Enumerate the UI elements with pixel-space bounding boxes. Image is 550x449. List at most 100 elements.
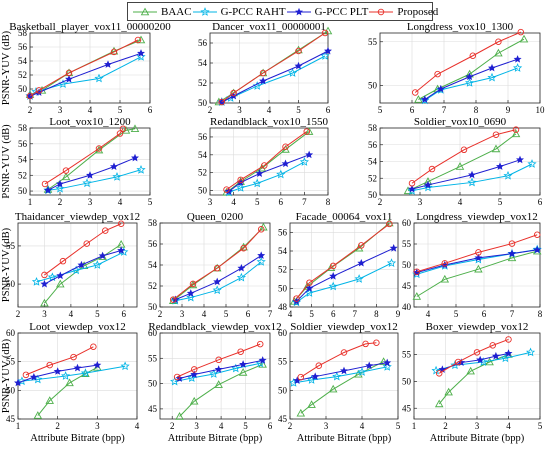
- series-line: [175, 261, 262, 302]
- series-line: [300, 342, 377, 378]
- series-proposed: [41, 125, 127, 188]
- x-tick-label: 2: [170, 421, 175, 431]
- data-point: [236, 183, 246, 192]
- data-point: [412, 292, 422, 300]
- data-point: [173, 373, 181, 381]
- x-tick-label: 6: [482, 309, 487, 319]
- data-point: [213, 277, 222, 286]
- x-axis-label: Attribute Bitrate (bpp): [30, 433, 125, 444]
- series-line: [36, 251, 125, 283]
- data-point: [189, 396, 199, 405]
- data-point: [465, 72, 474, 81]
- data-point: [86, 171, 94, 179]
- data-point: [186, 289, 195, 297]
- series-g-pcc-plt: [412, 245, 542, 276]
- data-point: [258, 356, 267, 364]
- data-point: [423, 182, 433, 192]
- series-baac: [40, 239, 126, 307]
- data-point: [231, 363, 241, 373]
- data-point: [299, 157, 309, 166]
- data-point: [492, 131, 500, 138]
- data-point: [110, 162, 118, 171]
- data-point: [131, 153, 139, 162]
- data-point: [469, 52, 477, 60]
- data-point: [476, 355, 485, 364]
- x-tick-label: 6: [148, 105, 153, 115]
- x-tick-label: 2: [58, 197, 63, 207]
- data-point: [239, 360, 248, 368]
- data-point: [434, 70, 441, 78]
- series-line: [411, 129, 517, 184]
- series-line: [179, 363, 263, 417]
- y-tick-label: 52: [18, 170, 27, 180]
- data-point: [45, 396, 54, 404]
- data-point: [320, 51, 330, 60]
- legend-swatch: [192, 6, 217, 16]
- data-point: [281, 159, 290, 168]
- data-point: [500, 353, 510, 363]
- data-point: [305, 150, 314, 159]
- x-tick-label: 5: [538, 421, 543, 431]
- x-tick-label: 5: [243, 421, 248, 431]
- data-point: [257, 226, 265, 233]
- series-baac: [414, 34, 529, 103]
- data-point: [252, 178, 262, 188]
- data-point: [303, 128, 311, 135]
- panel-thaidancer-viewdep-vox12: 2 3 4 5 6 50 55 Thaidancer_viewdep_vox12PSNR-YU…: [1, 211, 140, 319]
- x-tick-label: 3: [324, 421, 329, 431]
- data-point: [53, 367, 62, 375]
- legend-marker: [199, 6, 210, 16]
- series-g-pcc-raht: [291, 258, 397, 307]
- legend-swatch: [369, 8, 394, 15]
- y-tick-label: 58: [18, 28, 28, 38]
- x-tick-label: 4: [135, 421, 140, 431]
- x-axis-label: Attribute Bitrate (bpp): [168, 433, 263, 444]
- y-tick-label: 60: [6, 328, 16, 338]
- series-line: [221, 50, 329, 103]
- data-point: [257, 251, 266, 259]
- y-axis-label: PSNR-YUV (dB): [1, 124, 12, 199]
- data-point: [256, 340, 264, 348]
- panel-title: Longdress_viewdep_vox12: [416, 211, 538, 223]
- data-point: [98, 251, 107, 260]
- y-tick-label: 45: [148, 404, 158, 414]
- x-tick-label: 5: [396, 421, 401, 431]
- data-point: [26, 92, 34, 100]
- data-point: [186, 292, 196, 302]
- data-point: [383, 358, 392, 367]
- series-line: [424, 67, 518, 101]
- panel-longdress-vox10-1300: 5 6 7 8 9 10 50 55 Longdress_vox10_1300: [368, 21, 545, 115]
- data-point: [389, 244, 398, 252]
- y-tick-label: 52: [278, 265, 287, 275]
- legend-label: Proposed: [397, 5, 439, 18]
- data-point: [489, 342, 497, 349]
- data-point: [258, 359, 267, 368]
- data-point: [240, 244, 247, 252]
- x-tick-label: 2: [158, 309, 163, 319]
- data-point: [236, 272, 246, 282]
- data-point: [252, 81, 262, 90]
- data-point: [170, 376, 180, 386]
- series-g-pcc-plt: [292, 244, 398, 305]
- x-tick-label: 2: [208, 105, 213, 115]
- data-point: [304, 127, 314, 135]
- panel-title: Thaidancer_viewdep_vox12: [15, 211, 140, 223]
- x-tick-label: 3: [180, 309, 185, 319]
- data-point: [328, 281, 338, 291]
- data-point: [436, 84, 445, 93]
- data-point: [420, 95, 429, 103]
- data-point: [407, 185, 417, 195]
- legend-label: BAAC: [161, 5, 192, 18]
- series-line: [293, 366, 388, 384]
- series-line: [44, 243, 122, 304]
- data-point: [491, 144, 501, 153]
- legend-entry-baac: BAAC: [132, 6, 192, 18]
- x-tick-label: 6: [279, 197, 284, 207]
- data-point: [307, 400, 316, 408]
- data-point: [190, 366, 198, 373]
- x-tick-label: 2: [443, 421, 448, 431]
- data-point: [82, 178, 92, 188]
